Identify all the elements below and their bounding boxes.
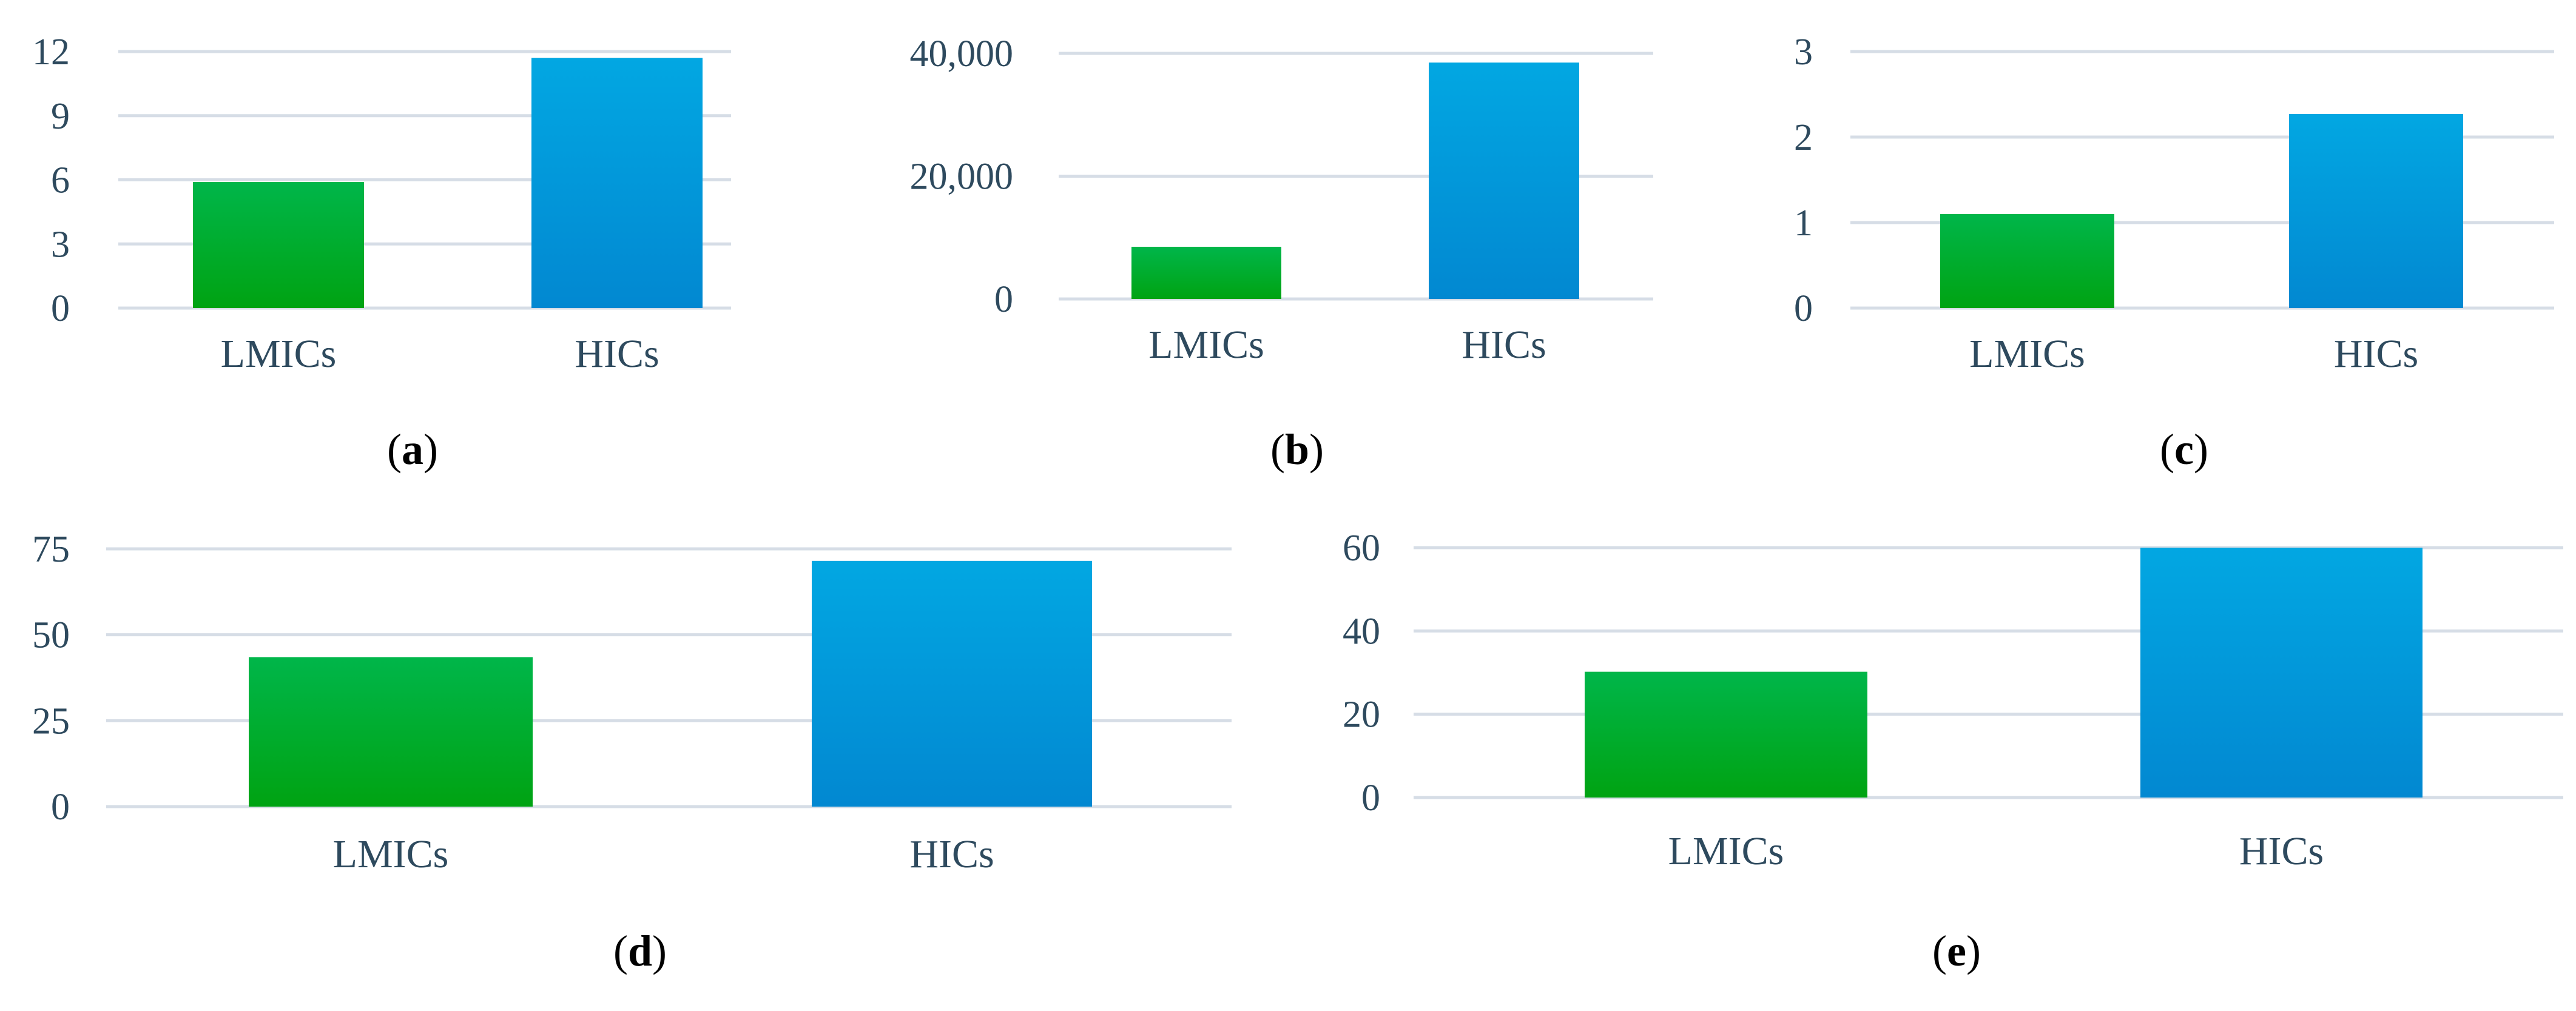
panel-label: (c) [2160,425,2208,474]
y-tick-label: 9 [51,96,70,137]
y-tick-label: 1 [1794,203,1813,244]
x-category-label: HICs [2334,332,2418,376]
y-tick-label: 12 [32,32,70,73]
bar-lmics [193,182,364,308]
y-tick-label: 20,000 [910,156,1014,198]
chart-panel-a: 0 3 6 9 12 LMICs HICs (a) [32,32,731,474]
bar-hics [1429,62,1579,299]
chart-panel-d: 0 25 50 75 LMICs HICs (d) [32,529,1232,975]
x-category-label: HICs [575,332,659,376]
y-tick-label: 2 [1794,117,1813,158]
x-category-label: LMICs [1148,323,1264,367]
y-tick-label: 0 [994,279,1013,320]
bar-lmics [1940,213,2114,308]
panel-label: (e) [1932,927,1981,975]
y-tick-label: 75 [32,529,70,570]
x-category-label: HICs [2239,829,2324,873]
y-tick-label: 0 [51,787,70,828]
y-tick-label: 0 [1794,288,1813,329]
y-tick-label: 20 [1343,694,1380,736]
y-tick-label: 60 [1343,528,1380,569]
x-category-label: LMICs [1668,829,1784,873]
y-tick-label: 0 [51,288,70,329]
bar-lmics [1131,246,1281,299]
y-tick-label: 40,000 [910,33,1014,75]
x-category-label: LMICs [1969,332,2085,376]
y-tick-label: 40 [1343,611,1380,652]
chart-panel-c: 0 1 2 3 LMICs HICs (c) [1794,32,2554,474]
x-category-label: HICs [1462,323,1546,367]
x-category-label: LMICs [333,832,449,876]
x-category-label: HICs [909,832,994,876]
panel-label: (d) [613,927,667,975]
y-tick-label: 0 [1361,778,1380,819]
panel-label: (a) [387,425,438,474]
bar-lmics [1585,671,1867,798]
bar-hics [531,58,703,308]
bar-hics [812,560,1092,807]
y-tick-label: 6 [51,160,70,201]
chart-panel-e: 0 20 40 60 LMICs HICs (e) [1343,528,2563,975]
x-category-label: LMICs [221,332,337,376]
bar-hics [2140,548,2423,798]
y-tick-label: 50 [32,615,70,656]
panel-label: (b) [1270,425,1324,474]
y-tick-label: 3 [1794,32,1813,73]
bar-lmics [249,657,533,807]
chart-panel-b: 0 20,000 40,000 LMICs HICs (b) [910,33,1653,474]
y-tick-label: 25 [32,700,70,742]
y-tick-label: 3 [51,224,70,265]
bar-hics [2289,113,2463,308]
